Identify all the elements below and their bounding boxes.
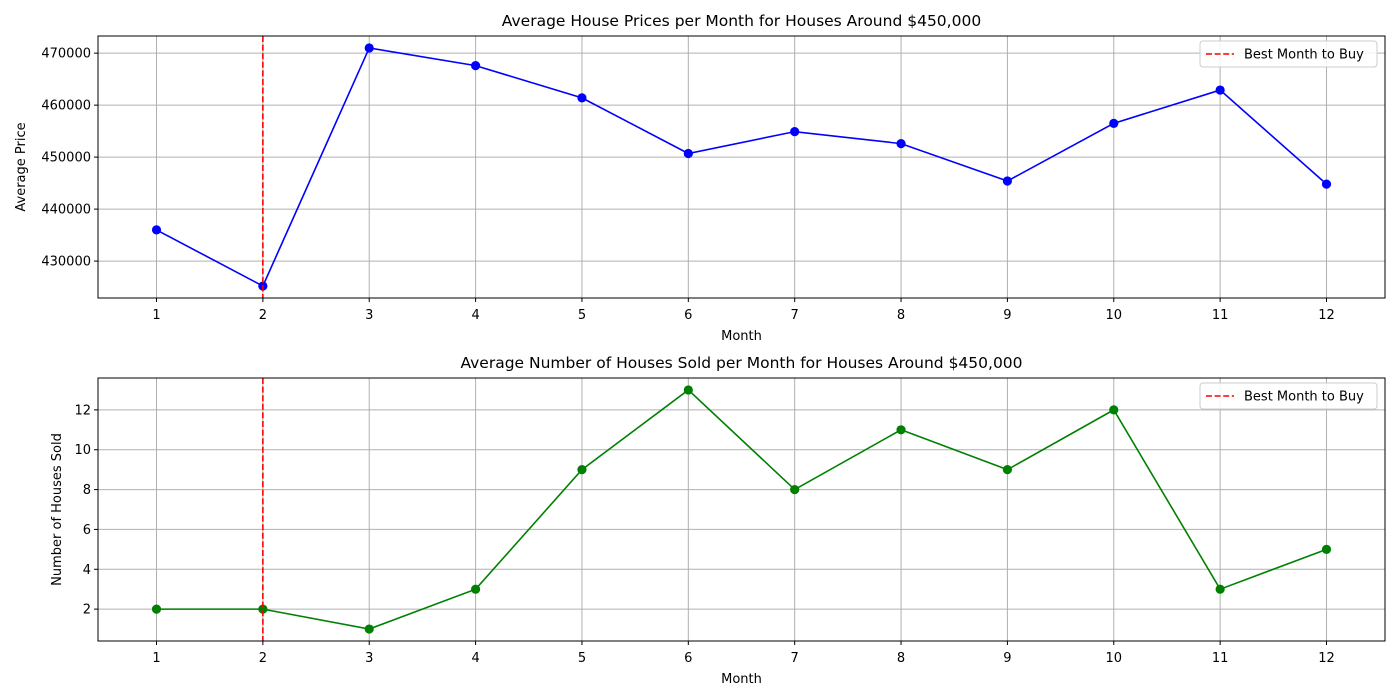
sold-chart-legend-box bbox=[1199, 382, 1378, 410]
sold-chart-x-tick-label: 8 bbox=[897, 651, 905, 666]
sold-chart-legend-label: Best Month to Buy bbox=[1244, 390, 1364, 405]
sold-chart-x-tick-label: 1 bbox=[152, 651, 160, 666]
price-chart-x-tick-label: 7 bbox=[791, 308, 799, 323]
price-chart-grid-layer bbox=[98, 36, 1385, 298]
sold-chart-x-tick-label: 9 bbox=[1003, 651, 1011, 666]
sold-chart-grid-layer bbox=[98, 378, 1385, 641]
sold-chart-y-tick-label: 4 bbox=[83, 563, 91, 578]
price-chart-plot-frame bbox=[97, 35, 1386, 299]
price-chart-legend-layer: Best Month to Buy bbox=[1199, 40, 1378, 68]
sold-chart-data-point bbox=[1002, 465, 1013, 475]
sold-chart-y-tick-label: 12 bbox=[74, 403, 91, 418]
price-chart-axes-layer: 1 2 3 4 5 6 7 8 9 10 11 124300004400004500004600004… bbox=[41, 35, 1386, 323]
price-chart-series-line bbox=[156, 47, 1328, 288]
sold-chart-data-point bbox=[1109, 405, 1119, 415]
sold-chart-x-tick-label: 10 bbox=[1105, 651, 1122, 666]
price-chart-x-tick-label: 2 bbox=[259, 308, 267, 323]
price-chart-data-point bbox=[1215, 85, 1225, 95]
price-chart: 1 2 3 4 5 6 7 8 9 10 11 124300004400004500004600004… bbox=[14, 12, 1386, 344]
price-chart-x-tick-label: 10 bbox=[1105, 308, 1122, 323]
price-chart-ylabel: Average Price bbox=[14, 122, 29, 211]
price-chart-y-tick-label: 430000 bbox=[41, 255, 91, 270]
price-chart-x-tick-label: 12 bbox=[1318, 308, 1335, 323]
price-chart-x-tick-label: 6 bbox=[684, 308, 692, 323]
sold-chart-y-tick-label: 8 bbox=[83, 483, 91, 498]
price-chart-data-point bbox=[1109, 118, 1119, 128]
sold-chart-data-point bbox=[258, 604, 268, 614]
price-chart-y-tick-label: 470000 bbox=[41, 47, 91, 62]
sold-chart-x-tick-label: 7 bbox=[791, 651, 799, 666]
price-chart-y-tick-label: 440000 bbox=[41, 203, 91, 218]
sold-chart-data-point bbox=[151, 604, 162, 614]
sold-chart-legend-layer: Best Month to Buy bbox=[1199, 382, 1378, 410]
sold-chart-data-layer bbox=[151, 378, 1332, 641]
sold-chart-data-point bbox=[577, 465, 587, 475]
sold-chart-data-point bbox=[1215, 584, 1225, 594]
sold-chart-x-tick-label: 3 bbox=[365, 651, 373, 666]
price-chart-x-tick-label: 4 bbox=[471, 308, 479, 323]
sold-chart-title: Average Number of Houses Sold per Month … bbox=[460, 354, 1022, 372]
sold-chart-x-tick-label: 2 bbox=[259, 651, 267, 666]
sold-chart-x-tick-label: 12 bbox=[1318, 651, 1335, 666]
sold-chart-data-point bbox=[470, 584, 481, 594]
price-chart-title: Average House Prices per Month for House… bbox=[502, 12, 981, 30]
sold-chart-y-tick-label: 10 bbox=[74, 443, 91, 458]
price-chart-x-tick-label: 1 bbox=[152, 308, 160, 323]
sold-chart-data-point bbox=[683, 385, 693, 395]
sold-chart-data-point bbox=[896, 425, 906, 435]
sold-chart-plot-frame bbox=[97, 377, 1386, 642]
price-chart-x-tick-label: 9 bbox=[1003, 308, 1011, 323]
price-chart-data-point bbox=[364, 43, 374, 53]
sold-chart-series-line bbox=[156, 388, 1327, 630]
price-chart-y-tick-label: 450000 bbox=[41, 151, 91, 166]
price-chart-data-point bbox=[151, 225, 162, 235]
sold-chart-y-tick-label: 6 bbox=[83, 523, 91, 538]
sold-chart-xlabel: Month bbox=[721, 672, 762, 687]
price-chart-xlabel: Month bbox=[721, 329, 762, 344]
price-chart-data-point bbox=[896, 139, 906, 149]
sold-chart-x-tick-label: 6 bbox=[684, 651, 692, 666]
sold-chart-x-tick-label: 4 bbox=[471, 651, 479, 666]
sold-chart-ylabel: Number of Houses Sold bbox=[50, 433, 65, 586]
price-chart-data-point bbox=[577, 93, 587, 103]
sold-chart-data-point bbox=[790, 484, 800, 495]
price-chart-legend-box bbox=[1199, 40, 1378, 68]
price-chart-data-point bbox=[470, 61, 481, 71]
sold-chart-data-point bbox=[364, 624, 374, 634]
price-chart-x-tick-label: 11 bbox=[1212, 308, 1229, 323]
price-chart-data-point bbox=[1002, 176, 1013, 186]
sold-chart-x-tick-label: 5 bbox=[578, 651, 586, 666]
price-chart-data-point bbox=[1321, 179, 1332, 189]
price-chart-data-point bbox=[790, 127, 800, 137]
price-chart-data-layer bbox=[151, 36, 1332, 298]
price-chart-x-tick-label: 5 bbox=[578, 308, 586, 323]
price-chart-data-point bbox=[683, 148, 693, 159]
sold-chart-y-tick-label: 2 bbox=[83, 603, 91, 618]
price-chart-x-tick-label: 3 bbox=[365, 308, 373, 323]
price-chart-x-tick-label: 8 bbox=[897, 308, 905, 323]
sold-chart-x-tick-label: 11 bbox=[1212, 651, 1229, 666]
price-chart-legend-label: Best Month to Buy bbox=[1244, 48, 1364, 63]
sold-chart-data-point bbox=[1321, 544, 1332, 554]
price-chart-y-tick-label: 460000 bbox=[41, 99, 91, 114]
